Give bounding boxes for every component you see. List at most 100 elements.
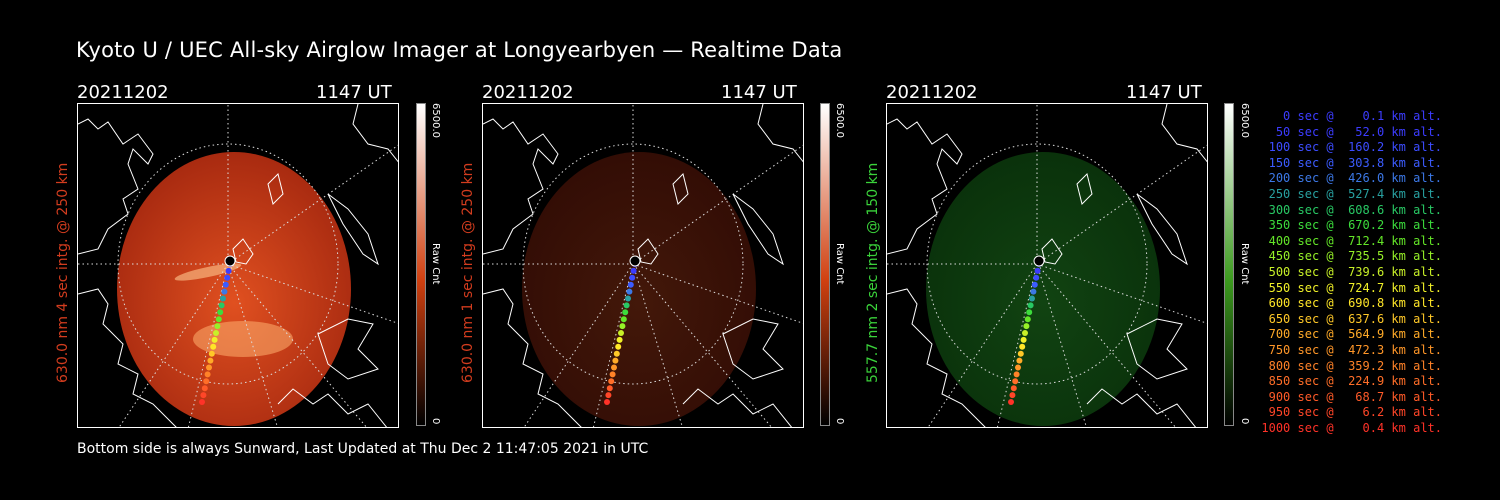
- trajectory-point: [1017, 350, 1024, 357]
- trajectory-point: [215, 316, 222, 323]
- coastlines: [887, 104, 1207, 427]
- legend-item: 250 sec @ 527.4 km alt.: [1261, 186, 1442, 201]
- panel-1-colorbar-unit: Raw Cnt: [430, 243, 441, 285]
- panel-1-time: 1147 UT: [316, 82, 392, 103]
- coastlines: [483, 104, 803, 427]
- panel-2-colorbar-max: 6500.0: [834, 103, 845, 138]
- legend-item: 650 sec @ 637.6 km alt.: [1261, 311, 1442, 326]
- trajectory-point: [1034, 267, 1041, 274]
- legend-item: 900 sec @ 68.7 km alt.: [1261, 389, 1442, 404]
- legend-item: 450 sec @ 735.5 km alt.: [1261, 249, 1442, 264]
- legend-item: 200 sec @ 426.0 km alt.: [1261, 171, 1442, 186]
- trajectory-point: [220, 295, 226, 302]
- trajectory-point: [1031, 281, 1038, 288]
- panel-1-date: 20211202: [77, 82, 169, 103]
- trajectory-point: [1033, 274, 1040, 281]
- trajectory-point: [1030, 288, 1037, 295]
- panel-3-colorbar: [1224, 103, 1234, 426]
- trajectory-point: [1027, 302, 1034, 309]
- panel-2-colorbar-unit: Raw Cnt: [834, 243, 845, 285]
- station-marker: [1033, 255, 1045, 267]
- panel-3-colorbar-min: 0: [1239, 418, 1250, 425]
- trajectory-point: [199, 399, 205, 405]
- graticule: [483, 104, 803, 427]
- trajectory-point: [225, 267, 232, 274]
- trajectory-point: [616, 336, 623, 343]
- trajectory-point: [1024, 316, 1031, 323]
- panel-1-ylabel: 630.0 nm 4 sec intg. @ 250 km: [55, 162, 71, 383]
- panel-1-colorbar-max: 6500.0: [430, 103, 441, 138]
- trajectory-point: [626, 288, 633, 295]
- trajectory-point: [1016, 357, 1023, 364]
- trajectory-point: [203, 378, 210, 385]
- trajectory-point: [211, 336, 218, 343]
- legend-item: 0 sec @ 0.1 km alt.: [1261, 109, 1442, 123]
- legend-item: 550 sec @ 724.7 km alt.: [1261, 280, 1442, 295]
- allsky-disk: [522, 152, 756, 426]
- panel-2-colorbar-min: 0: [834, 418, 845, 425]
- trajectory-point: [615, 343, 622, 350]
- station-marker: [629, 255, 641, 267]
- graticule: [78, 104, 398, 427]
- trajectory-point: [613, 350, 620, 357]
- legend-item: 300 sec @ 608.6 km alt.: [1261, 202, 1442, 217]
- panel-3-allsky-image: [886, 103, 1208, 428]
- trajectory-point: [1019, 343, 1026, 350]
- trajectory-point: [622, 309, 629, 316]
- trajectory-point: [620, 316, 627, 323]
- panel-2-date: 20211202: [482, 82, 574, 103]
- trajectory-point: [210, 343, 217, 350]
- trajectory-point: [1020, 336, 1027, 343]
- panel-2-time: 1147 UT: [721, 82, 797, 103]
- trajectory-point: [221, 288, 228, 295]
- legend-item: 700 sec @ 564.9 km alt.: [1261, 327, 1442, 342]
- legend-item: 600 sec @ 690.8 km alt.: [1261, 296, 1442, 311]
- footer-note: Bottom side is always Sunward, Last Upda…: [77, 441, 649, 457]
- allsky-disk: [926, 152, 1160, 426]
- trajectory-point: [1015, 364, 1021, 371]
- panel-2-colorbar: [820, 103, 830, 426]
- panel-3-colorbar-unit: Raw Cnt: [1239, 243, 1250, 285]
- trajectory-point: [629, 274, 636, 281]
- trajectory-point: [609, 371, 616, 378]
- trajectory-point: [612, 357, 619, 364]
- trajectory-point: [1008, 399, 1014, 405]
- panel-2-map-svg: [483, 104, 803, 427]
- trajectory-point: [207, 357, 214, 364]
- trajectory-point: [218, 302, 225, 309]
- legend-item: 1000 sec @ 0.4 km alt.: [1261, 420, 1442, 435]
- panel-3-map-svg: [887, 104, 1207, 427]
- trajectory-track: [1008, 255, 1045, 405]
- trajectory-point: [1022, 330, 1028, 336]
- coastlines: [78, 104, 398, 427]
- legend-item: 350 sec @ 670.2 km alt.: [1261, 218, 1442, 233]
- aurora-bright-patch: [193, 321, 293, 357]
- trajectory-point: [619, 323, 626, 330]
- trajectory-legend: 0 sec @ 0.1 km alt. 50 sec @ 52.0 km alt…: [1261, 109, 1442, 436]
- legend-item: 100 sec @ 160.2 km alt.: [1261, 140, 1442, 155]
- trajectory-point: [224, 274, 231, 281]
- trajectory-point: [217, 309, 224, 316]
- panel-3-date: 20211202: [886, 82, 978, 103]
- trajectory-point: [604, 399, 610, 405]
- legend-item: 800 sec @ 359.2 km alt.: [1261, 358, 1442, 373]
- trajectory-track: [199, 255, 236, 405]
- panel-2-allsky-image: [482, 103, 804, 428]
- page-title: Kyoto U / UEC All-sky Airglow Imager at …: [76, 38, 843, 62]
- legend-item: 950 sec @ 6.2 km alt.: [1261, 405, 1442, 420]
- trajectory-point: [618, 330, 624, 336]
- panel-1-allsky-image: [77, 103, 399, 428]
- trajectory-point: [630, 267, 637, 274]
- trajectory-point: [213, 330, 219, 336]
- trajectory-point: [200, 392, 207, 399]
- legend-item: 400 sec @ 712.4 km alt.: [1261, 233, 1442, 248]
- trajectory-point: [625, 295, 631, 302]
- legend-item: 850 sec @ 224.9 km alt.: [1261, 374, 1442, 389]
- aurora-arc: [174, 263, 242, 281]
- trajectory-point: [1012, 378, 1019, 385]
- panel-3-colorbar-max: 6500.0: [1239, 103, 1250, 138]
- trajectory-point: [1023, 323, 1030, 330]
- panel-1-colorbar-min: 0: [430, 418, 441, 425]
- trajectory-point: [605, 392, 612, 399]
- panel-2-ylabel: 630.0 nm 1 sec intg. @ 250 km: [460, 162, 476, 383]
